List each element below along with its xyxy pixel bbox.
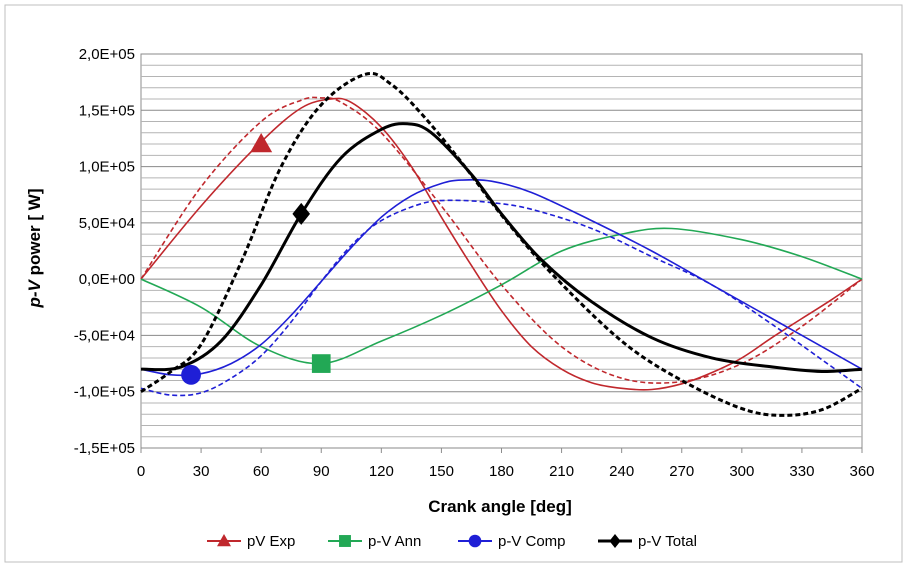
tick-labels: 0 30 60 90 120 150 180 210 240 270 300 330 360 -1,5E+…	[74, 46, 875, 480]
y-tick-label: 0,0E+00	[79, 271, 135, 288]
x-tick-label: 150	[429, 463, 454, 480]
x-axis-title: Crank angle [deg]	[428, 497, 572, 516]
x-tick-label: 300	[729, 463, 754, 480]
y-tick-label: -1,5E+05	[74, 440, 135, 457]
series-p-v-comp-line	[140, 178, 863, 377]
y-tick-label: 1,0E+05	[79, 159, 135, 176]
series-p-v-total-line	[140, 122, 863, 374]
x-tick-label: 210	[549, 463, 574, 480]
y-tick-label: 2,0E+05	[79, 46, 135, 63]
grid	[140, 53, 863, 453]
legend-marker-p-v-comp	[468, 534, 482, 548]
x-tick-label: 30	[193, 463, 210, 480]
legend-label-p-v-comp: p-V Comp	[498, 533, 566, 550]
y-tick-label: -1,0E+05	[74, 384, 135, 401]
legend-label-pv-exp: pV Exp	[247, 533, 295, 550]
x-tick-label: 270	[669, 463, 694, 480]
chart-border	[4, 4, 903, 563]
x-tick-label: 0	[137, 463, 145, 480]
y-axis-title: p-V power [ W]	[25, 189, 44, 309]
y-axis-title-italic: p-V	[25, 278, 44, 308]
y-axis-title-rest: power [ W]	[25, 189, 44, 281]
series-p-v-comp-marker	[181, 364, 201, 385]
x-tick-label: 120	[369, 463, 394, 480]
y-tick-label: 1,5E+05	[79, 102, 135, 119]
y-tick-label: -5,0E+04	[74, 327, 135, 344]
series-pv-exp-line	[140, 97, 863, 391]
legend-marker-pv-exp	[217, 534, 231, 547]
x-tick-label: 60	[253, 463, 270, 480]
series-pv-exp-dashed-line	[140, 96, 863, 384]
series-p-v-total-dashed-line	[140, 71, 863, 417]
x-tick-label: 360	[849, 463, 874, 480]
series-p-v-total-marker	[292, 202, 311, 225]
legend-label-p-v-total: p-V Total	[638, 533, 697, 550]
series-p-v-ann-line	[140, 227, 863, 365]
legend-label-p-v-ann: p-V Ann	[368, 533, 421, 550]
y-tick-label: 5,0E+04	[79, 215, 135, 232]
x-tick-label: 330	[789, 463, 814, 480]
legend-marker-p-v-total	[609, 534, 621, 548]
legend-marker-p-v-ann	[339, 535, 351, 547]
x-tick-label: 180	[489, 463, 514, 480]
series	[140, 71, 863, 417]
legend: pV Exp p-V Ann p-V Comp p-V Total	[207, 533, 697, 550]
x-tick-label: 240	[609, 463, 634, 480]
series-pv-exp-marker	[250, 133, 273, 153]
markers	[181, 133, 331, 385]
x-tick-label: 90	[313, 463, 330, 480]
series-p-v-ann-marker	[311, 354, 331, 373]
